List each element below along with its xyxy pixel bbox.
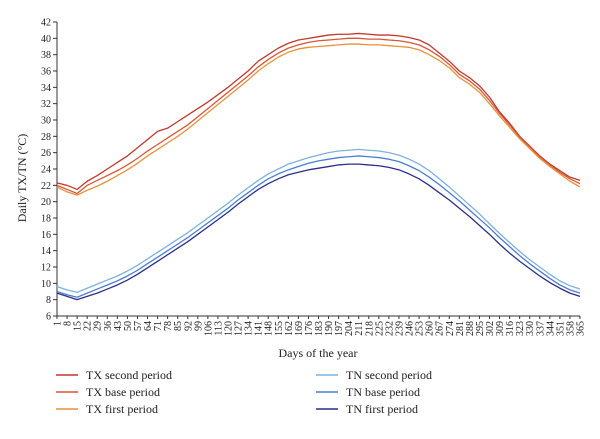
- x-tick-label: 316: [505, 321, 516, 336]
- x-tick-label: 225: [374, 321, 385, 336]
- x-tick-label: 64: [143, 321, 154, 331]
- y-tick-label: 6: [46, 312, 51, 323]
- x-tick-label: 22: [83, 321, 94, 331]
- y-tick-label: 30: [41, 116, 51, 127]
- x-tick-label: 358: [565, 321, 576, 336]
- x-tick-label: 127: [234, 321, 245, 336]
- x-tick-label: 106: [203, 321, 214, 336]
- x-tick-label: 232: [384, 321, 395, 336]
- y-tick-label: 10: [41, 279, 51, 290]
- y-tick-label: 18: [41, 214, 51, 225]
- y-axis: 6 8 10 12 14 16 18 20 22 24 26 28 30 32 34 36 38 40 42: [41, 18, 57, 323]
- x-axis-title: Days of the year: [279, 346, 358, 360]
- legend-label: TN first period: [346, 402, 418, 416]
- x-tick-label: 260: [425, 321, 436, 336]
- x-tick-label: 267: [435, 321, 446, 336]
- x-tick-label: 71: [153, 321, 164, 331]
- series-line-6: [56, 163, 581, 301]
- x-tick-label: 15: [73, 321, 84, 331]
- x-tick-label: 288: [465, 321, 476, 336]
- x-tick-label: 211: [354, 321, 365, 336]
- x-tick-label: 302: [485, 321, 496, 336]
- x-tick-label: 141: [254, 321, 265, 336]
- x-tick-label: 239: [394, 321, 405, 336]
- y-tick-label: 20: [41, 197, 51, 208]
- x-tick-label: 8: [63, 321, 74, 326]
- legend-label: TX first period: [86, 402, 158, 416]
- x-tick-label: 162: [284, 321, 295, 336]
- x-tick-label: 274: [445, 321, 456, 336]
- x-axis: 1 8 15 22 29 36 43 50 57 64 71 78 85 92 99 106 113 120 127…: [53, 316, 587, 336]
- y-tick-label: 22: [41, 181, 51, 192]
- x-tick-label: 337: [535, 321, 546, 336]
- x-tick-label: 29: [93, 321, 104, 331]
- x-tick-label: 113: [213, 321, 224, 336]
- series-lines: [56, 32, 581, 301]
- y-axis-title: Daily TX/TN (°C): [15, 134, 29, 223]
- x-tick-label: 57: [133, 321, 144, 331]
- x-tick-label: 246: [405, 321, 416, 336]
- y-tick-label: 40: [41, 34, 51, 45]
- series-line-1: [56, 32, 581, 191]
- legend-label: TX base period: [86, 385, 160, 399]
- x-tick-label: 50: [123, 321, 134, 331]
- x-tick-label: 365: [576, 321, 587, 336]
- legend-label: TN second period: [346, 368, 432, 382]
- x-tick-label: 281: [455, 321, 466, 336]
- x-tick-label: 204: [344, 321, 355, 336]
- x-tick-label: 36: [103, 321, 114, 331]
- series-line-3: [56, 43, 581, 196]
- x-tick-label: 155: [274, 321, 285, 336]
- y-tick-label: 8: [46, 295, 51, 306]
- y-tick-label: 34: [41, 83, 51, 94]
- series-line-2: [56, 37, 581, 195]
- x-tick-label: 197: [334, 321, 345, 336]
- y-tick-label: 14: [41, 246, 51, 257]
- x-tick-label: 330: [525, 321, 536, 336]
- x-tick-label: 295: [475, 321, 486, 336]
- x-tick-label: 169: [294, 321, 305, 336]
- legend-label: TX second period: [86, 368, 172, 382]
- series-line-5: [56, 155, 581, 298]
- x-tick-label: 134: [244, 321, 255, 336]
- x-tick-label: 309: [495, 321, 506, 336]
- legend: TX second period TX base period TX first p…: [56, 368, 432, 416]
- y-tick-label: 16: [41, 230, 51, 241]
- y-tick-label: 42: [41, 18, 51, 29]
- x-tick-label: 190: [324, 321, 335, 336]
- x-tick-label: 92: [183, 321, 194, 331]
- y-tick-label: 12: [41, 263, 51, 274]
- x-tick-label: 99: [193, 321, 204, 331]
- x-tick-label: 351: [555, 321, 566, 336]
- y-tick-label: 24: [41, 165, 51, 176]
- legend-label: TN base period: [346, 385, 420, 399]
- series-line-4: [56, 148, 581, 293]
- x-tick-label: 344: [545, 321, 556, 336]
- x-tick-label: 176: [304, 321, 315, 336]
- x-tick-label: 148: [264, 321, 275, 336]
- x-tick-label: 1: [53, 321, 64, 326]
- x-tick-label: 120: [223, 321, 234, 336]
- y-tick-label: 38: [41, 50, 51, 61]
- y-tick-label: 28: [41, 132, 51, 143]
- x-tick-label: 85: [173, 321, 184, 331]
- x-tick-label: 323: [515, 321, 526, 336]
- x-tick-label: 43: [113, 321, 124, 331]
- x-tick-label: 218: [364, 321, 375, 336]
- x-tick-label: 253: [415, 321, 426, 336]
- x-tick-label: 78: [163, 321, 174, 331]
- x-tick-label: 183: [314, 321, 325, 336]
- y-tick-label: 32: [41, 99, 51, 110]
- y-tick-label: 26: [41, 148, 51, 159]
- y-tick-label: 36: [41, 67, 51, 78]
